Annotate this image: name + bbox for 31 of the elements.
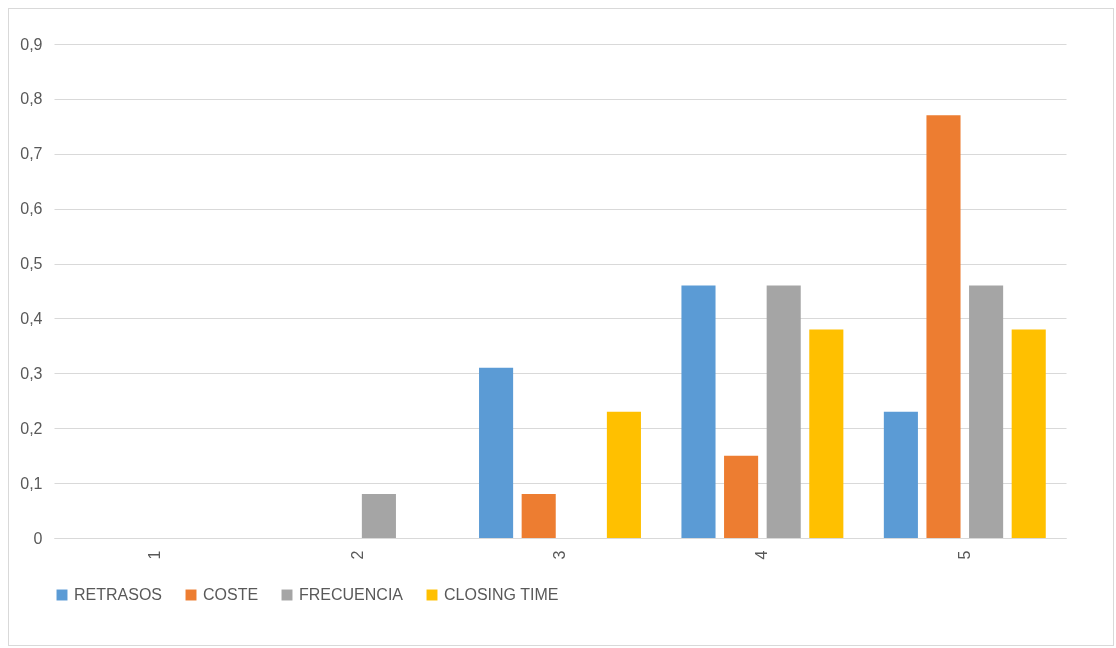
- x-tick-label: 4: [753, 550, 771, 560]
- y-tick-label: 0,4: [20, 309, 43, 327]
- bar: [926, 115, 961, 538]
- bar: [809, 329, 844, 538]
- legend-label: CLOSING TIME: [444, 586, 559, 603]
- bar: [724, 455, 759, 538]
- x-tick-label: 1: [146, 550, 164, 560]
- x-tick-label: 5: [955, 550, 973, 560]
- bar: [1011, 329, 1046, 538]
- bar: [521, 494, 556, 538]
- legend-label: FRECUENCIA: [299, 586, 404, 603]
- y-tick-label: 0: [33, 529, 43, 547]
- bar: [606, 411, 641, 538]
- y-tick-label: 0,6: [20, 200, 43, 218]
- x-tick-label: 3: [551, 550, 568, 560]
- y-tick-label: 0,9: [20, 35, 43, 53]
- bar: [681, 285, 716, 538]
- y-tick-label: 0,3: [20, 364, 43, 382]
- y-tick-label: 0,5: [20, 255, 43, 273]
- x-tick-label: 2: [348, 550, 366, 560]
- legend-label: COSTE: [203, 586, 259, 603]
- y-tick-label: 0,8: [20, 90, 43, 108]
- bar: [479, 367, 514, 538]
- legend-label: RETRASOS: [74, 586, 163, 603]
- bar: [969, 285, 1004, 538]
- bar: [883, 411, 918, 538]
- bar: [361, 494, 396, 538]
- y-tick-label: 0,1: [20, 474, 43, 492]
- y-tick-label: 0,2: [20, 419, 43, 437]
- bar: [766, 285, 801, 538]
- y-tick-label: 0,7: [20, 145, 43, 163]
